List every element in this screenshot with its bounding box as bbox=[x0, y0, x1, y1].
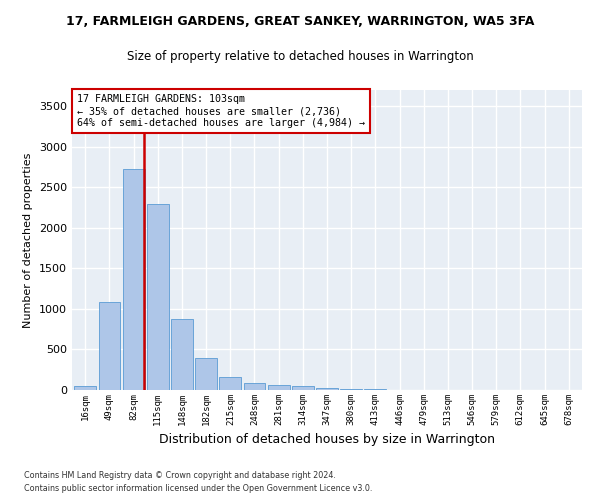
Text: Contains HM Land Registry data © Crown copyright and database right 2024.: Contains HM Land Registry data © Crown c… bbox=[24, 470, 336, 480]
Bar bbox=[195, 358, 217, 390]
Bar bbox=[220, 377, 241, 390]
Bar bbox=[147, 204, 169, 390]
Bar bbox=[316, 388, 338, 390]
Text: 17 FARMLEIGH GARDENS: 103sqm
← 35% of detached houses are smaller (2,736)
64% of: 17 FARMLEIGH GARDENS: 103sqm ← 35% of de… bbox=[77, 94, 365, 128]
Bar bbox=[123, 170, 145, 390]
Text: 17, FARMLEIGH GARDENS, GREAT SANKEY, WARRINGTON, WA5 3FA: 17, FARMLEIGH GARDENS, GREAT SANKEY, WAR… bbox=[66, 15, 534, 28]
Y-axis label: Number of detached properties: Number of detached properties bbox=[23, 152, 34, 328]
Bar bbox=[244, 382, 265, 390]
Bar bbox=[364, 389, 386, 390]
Bar bbox=[268, 385, 290, 390]
Bar bbox=[74, 386, 96, 390]
Bar bbox=[171, 318, 193, 390]
Bar bbox=[340, 389, 362, 390]
Text: Size of property relative to detached houses in Warrington: Size of property relative to detached ho… bbox=[127, 50, 473, 63]
Text: Contains public sector information licensed under the Open Government Licence v3: Contains public sector information licen… bbox=[24, 484, 373, 493]
Bar bbox=[292, 386, 314, 390]
Bar bbox=[98, 302, 121, 390]
X-axis label: Distribution of detached houses by size in Warrington: Distribution of detached houses by size … bbox=[159, 434, 495, 446]
